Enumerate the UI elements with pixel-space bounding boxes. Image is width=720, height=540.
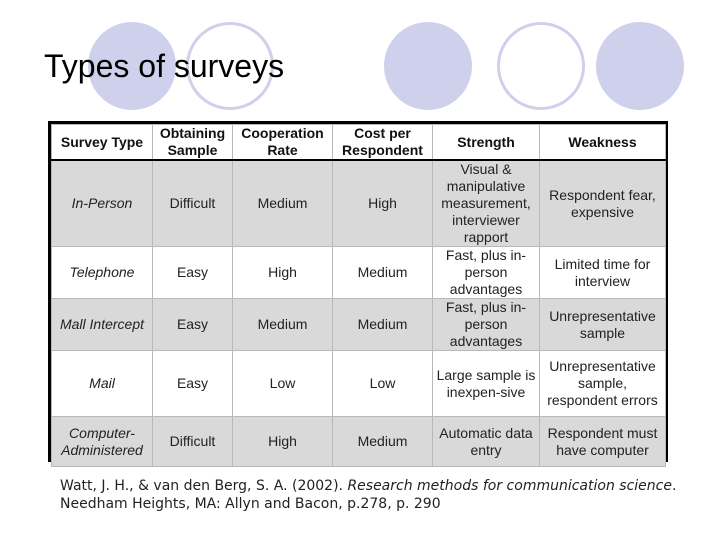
header-cooperation-rate: Cooperation Rate — [232, 124, 333, 161]
cell-obtaining-sample: Easy — [152, 350, 233, 417]
cell-weakness: Respondent fear, expensive — [539, 159, 666, 247]
table-row: In-Person Difficult Medium High Visual &… — [51, 159, 666, 247]
cell-cost: High — [332, 159, 433, 247]
cell-cooperation-rate: Low — [232, 350, 333, 417]
cell-survey-type: Mail — [51, 350, 153, 417]
slide-title: Types of surveys — [44, 48, 285, 84]
cell-cost: Medium — [332, 416, 433, 467]
cell-strength: Fast, plus in-person advantages — [432, 246, 540, 299]
citation-publisher: . Needham Heights, MA: Allyn and Bacon, … — [60, 478, 677, 512]
decor-circle-2 — [186, 22, 274, 110]
cell-cooperation-rate: High — [232, 246, 333, 299]
cell-cooperation-rate: Medium — [232, 159, 333, 247]
cell-obtaining-sample: Difficult — [152, 159, 233, 247]
decor-circle-1 — [88, 22, 176, 110]
cell-cost: Low — [332, 350, 433, 417]
cell-obtaining-sample: Easy — [152, 246, 233, 299]
decor-circle-4 — [497, 22, 585, 110]
citation-authors: Watt, J. H., & van den Berg, S. A. (2002… — [60, 478, 348, 494]
table-header-row: Survey Type Obtaining Sample Cooperation… — [51, 124, 666, 161]
cell-weakness: Unrepresentative sample — [539, 298, 666, 351]
cell-survey-type: Computer-Administered — [51, 416, 153, 467]
decor-circle-5 — [596, 22, 684, 110]
header-weakness: Weakness — [539, 124, 666, 161]
cell-weakness: Unrepresentative sample, respondent erro… — [539, 350, 666, 417]
cell-strength: Automatic data entry — [432, 416, 540, 467]
cell-cost: Medium — [332, 246, 433, 299]
header-obtaining-sample: Obtaining Sample — [152, 124, 233, 161]
cell-survey-type: Mall Intercept — [51, 298, 153, 351]
cell-cost: Medium — [332, 298, 433, 351]
cell-cooperation-rate: Medium — [232, 298, 333, 351]
cell-weakness: Limited time for interview — [539, 246, 666, 299]
citation-book-title: Research methods for communication scien… — [347, 478, 672, 494]
cell-survey-type: Telephone — [51, 246, 153, 299]
cell-weakness: Respondent must have computer — [539, 416, 666, 467]
cell-survey-type: In-Person — [51, 159, 153, 247]
table-row: Telephone Easy High Medium Fast, plus in… — [51, 246, 666, 299]
table-row: Mall Intercept Easy Medium Medium Fast, … — [51, 298, 666, 351]
cell-cooperation-rate: High — [232, 416, 333, 467]
cell-obtaining-sample: Difficult — [152, 416, 233, 467]
citation: Watt, J. H., & van den Berg, S. A. (2002… — [60, 477, 680, 513]
header-cost-per-respondent: Cost per Respondent — [332, 124, 433, 161]
cell-strength: Large sample is inexpen-sive — [432, 350, 540, 417]
decor-circle-3 — [384, 22, 472, 110]
cell-strength: Fast, plus in-person advantages — [432, 298, 540, 351]
cell-obtaining-sample: Easy — [152, 298, 233, 351]
header-survey-type: Survey Type — [51, 124, 153, 161]
table-row: Computer-Administered Difficult High Med… — [51, 416, 666, 467]
header-strength: Strength — [432, 124, 540, 161]
table-row: Mail Easy Low Low Large sample is inexpe… — [51, 350, 666, 417]
survey-types-table: Survey Type Obtaining Sample Cooperation… — [48, 121, 668, 467]
cell-strength: Visual & manipulative measurement, inter… — [432, 159, 540, 247]
